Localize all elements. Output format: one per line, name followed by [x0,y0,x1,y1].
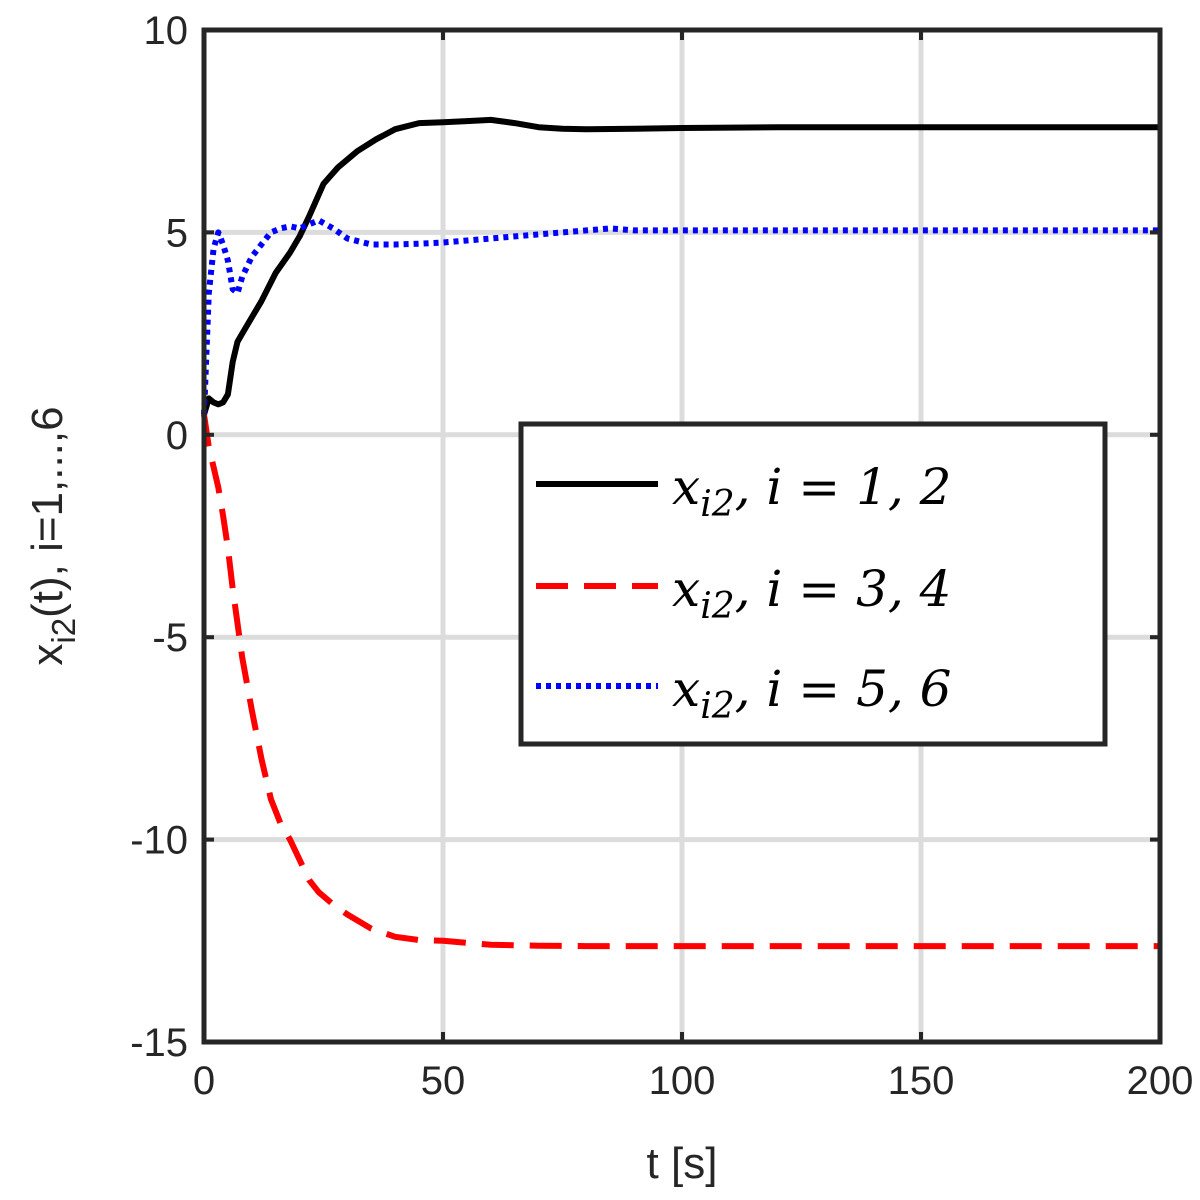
y-tick-label: -10 [130,819,188,863]
x-tick-label: 50 [421,1059,466,1103]
axis-ticks: 0 50 100 150 200 -15 -10 -5 0 5 10 [130,9,1193,1103]
x-tick-label: 0 [193,1059,215,1103]
y-axis-label-subscript: i2 [45,618,82,644]
series-lines [201,116,1160,950]
series-line-2 [201,414,1160,950]
series-line-3 [201,217,1160,415]
x-tick-label: 150 [888,1059,955,1103]
y-axis-label: xi2(t), i=1,...,6 [23,406,82,665]
y-axis-label-main: x [23,644,72,666]
y-tick-label: -5 [152,616,188,660]
x-axis-label: t [s] [647,1139,718,1188]
legend-labels: xi2, i = 1, 2 xi2, i = 3, 4 xi2, i = 5, 6 [672,458,952,727]
y-tick-label: 5 [166,211,188,255]
legend-label-2: xi2, i = 3, 4 [672,560,952,627]
y-tick-label: 0 [166,414,188,458]
y-tick-label: -15 [130,1021,188,1065]
y-tick-label: 10 [144,9,189,53]
x-tick-label: 100 [649,1059,716,1103]
y-axis-label-rest: (t), i=1,...,6 [23,406,72,618]
legend-box [518,421,1108,747]
legend: xi2, i = 1, 2 xi2, i = 3, 4 xi2, i = 5, 6 [518,421,1108,747]
svg-text:xi2(t), i=1,...,6: xi2(t), i=1,...,6 [23,406,82,665]
legend-label-3: xi2, i = 5, 6 [672,660,952,727]
legend-label-1: xi2, i = 1, 2 [672,458,952,525]
series-line-1 [201,116,1160,416]
x-tick-label: 200 [1127,1059,1194,1103]
